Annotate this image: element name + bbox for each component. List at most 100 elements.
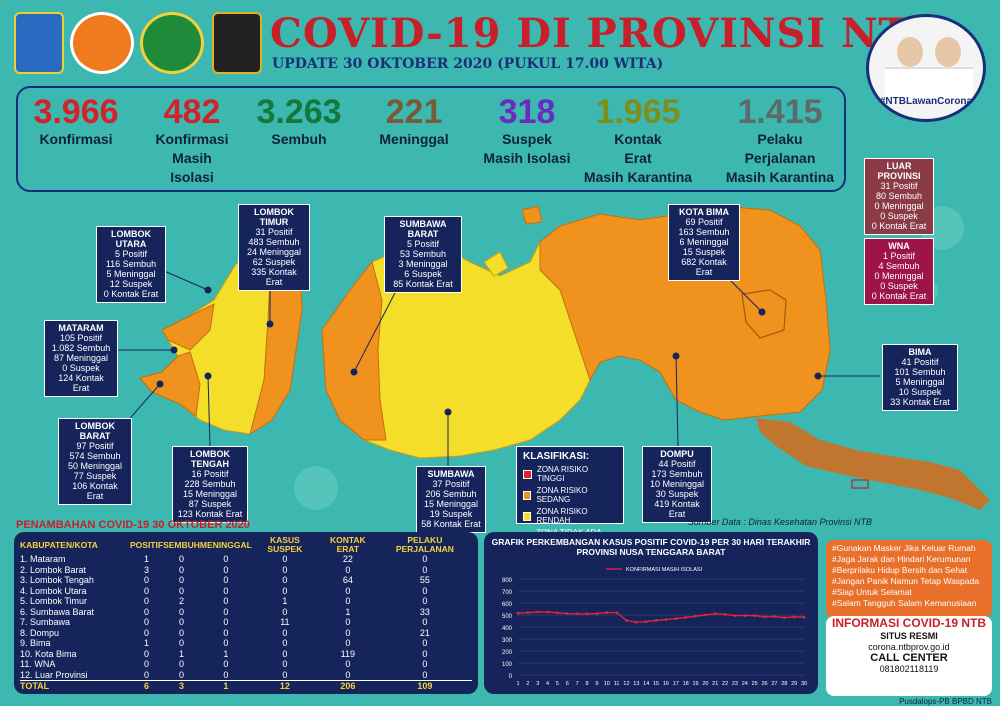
region-stat: 105 Positif <box>59 333 103 343</box>
stat-label: Masih Karantina <box>583 169 693 185</box>
table-cell-region: 3. Lombok Tengah <box>20 575 94 585</box>
table-cell: 0 <box>144 596 150 606</box>
region-stat: 10 Suspek <box>898 387 942 397</box>
stat-number: 3.966 <box>33 93 119 131</box>
situs-link[interactable]: corona.ntbprov.go.id <box>868 642 950 652</box>
column-header: KABUPATEN/KOTA <box>20 539 98 550</box>
x-tick-label: 18 <box>683 681 689 687</box>
y-tick-label: 400 <box>502 626 513 632</box>
table-cell: 1 <box>144 638 150 648</box>
stat-meninggal: 221 Meninggal <box>364 94 464 149</box>
region-stat: 5 Meninggal <box>895 377 945 387</box>
region-stat: 37 Positif <box>432 479 470 489</box>
region-stat: 15 Meninggal <box>423 499 479 509</box>
table-cell: 0 <box>223 554 229 564</box>
x-tick-label: 3 <box>536 681 539 687</box>
bpbd-logo <box>70 12 134 74</box>
table-cell: 21 <box>419 627 430 638</box>
table-row: 9. Bima 1 0 0 0 0 0 <box>20 638 472 649</box>
region-stat: 44 Positif <box>658 459 696 469</box>
table-cell: 0 <box>178 554 184 564</box>
table-cell: 11 <box>280 617 290 627</box>
stat-number: 482 <box>163 93 221 131</box>
table-cell: 0 <box>144 585 150 596</box>
region-stat: 85 Kontak Erat <box>393 279 453 289</box>
x-tick-label: 6 <box>566 681 569 687</box>
table-cell: 0 <box>223 585 229 596</box>
provincial-emblem-logo <box>14 12 64 74</box>
x-tick-label: 14 <box>643 681 649 687</box>
region-stat: 1 Positif <box>882 251 915 261</box>
table-cell: 0 <box>144 627 150 638</box>
table-cell: 0 <box>144 617 150 627</box>
stat-label: Kontak <box>614 131 662 147</box>
table-cell: 0 <box>144 669 150 680</box>
stat-number: 318 <box>498 93 556 131</box>
x-tick-label: 1 <box>516 681 519 687</box>
region-stat: 5 Meninggal <box>106 269 156 279</box>
x-tick-label: 19 <box>692 681 698 687</box>
region-name: SUMBAWA BARAT <box>399 219 447 239</box>
x-tick-label: 24 <box>742 681 748 687</box>
tip-item: #Gunakan Masker Jika Keluar Rumah <box>832 543 976 553</box>
table-cell: 0 <box>178 617 184 627</box>
y-tick-label: 0 <box>509 674 513 680</box>
region-stat: 33 Kontak Erat <box>890 397 950 407</box>
tip-item: #Jaga Jarak dan Hindari Kerumunan <box>832 554 971 564</box>
region-name: DOMPU <box>660 449 694 459</box>
data-point <box>694 614 697 618</box>
stat-label: Sembuh <box>271 131 327 147</box>
table-total-row: TOTAL 6 3 1 12 206 109 <box>20 680 472 692</box>
data-point <box>703 613 707 617</box>
table-row: 11. WNA 0 0 0 0 0 0 <box>20 659 472 670</box>
x-tick-label: 15 <box>653 681 659 687</box>
region-stat: 4 Sembuh <box>878 261 920 271</box>
region-name: BIMA <box>908 347 932 357</box>
data-point <box>575 612 579 616</box>
daily-additions-table: KABUPATEN/KOTA POSITIF SEMBUH MENINGGAL … <box>14 532 478 694</box>
table-cell-region: 5. Lombok Timur <box>20 596 88 606</box>
region-stat: 50 Meninggal <box>67 461 123 471</box>
data-source: Sumber Data : Dinas Kesehatan Provinsi N… <box>687 517 872 527</box>
x-tick-label: 16 <box>663 681 669 687</box>
table-cell-region: 2. Lombok Barat <box>20 564 87 575</box>
table-cell: 0 <box>223 575 229 585</box>
small-island <box>521 205 543 225</box>
region-stat: 0 Meninggal <box>874 201 924 211</box>
x-tick-label: 7 <box>576 681 579 687</box>
region-stat: 5 Positif <box>406 239 439 249</box>
region-box-sumbawa: SUMBAWA 37 Positif 206 Sembuh 15 Meningg… <box>416 466 486 533</box>
table-cell-region: 6. Sumbawa Barat <box>20 606 95 617</box>
stat-number: 221 <box>385 93 443 131</box>
stat-number: 1.415 <box>737 93 823 131</box>
call-center-number[interactable]: 081802118119 <box>879 664 939 674</box>
stat-label: Suspek <box>502 131 552 147</box>
x-tick-label: 22 <box>722 681 728 687</box>
table-cell: 0 <box>223 669 229 680</box>
region-stat: 31 Positif <box>880 181 918 191</box>
region-box-lombok-timur: LOMBOK TIMUR 31 Positif 483 Sembuh 24 Me… <box>238 204 310 291</box>
region-box-lombok-tengah: LOMBOK TENGAH 16 Positif 228 Sembuh 15 M… <box>172 446 248 523</box>
data-point <box>516 611 520 615</box>
table-total-cell: 206 <box>317 680 378 692</box>
table-cell: 0 <box>144 648 150 659</box>
region-name: LOMBOK UTARA <box>111 229 151 249</box>
legend-item: ZONA RISIKO RENDAH <box>523 507 617 525</box>
lombok-barat-region <box>139 351 201 417</box>
data-point <box>723 613 727 616</box>
table-cell: 0 <box>422 669 428 680</box>
region-box-sumbawa-barat: SUMBAWA BARAT 5 Positif 53 Sembuh 3 Meni… <box>384 216 462 293</box>
table-cell: 0 <box>282 585 288 596</box>
data-point <box>753 614 757 617</box>
table-cell: 1 <box>223 648 229 659</box>
table-cell: 0 <box>422 659 428 669</box>
x-tick-label: 13 <box>633 681 639 687</box>
legend-title: KLASIFIKASI: <box>523 451 590 462</box>
x-tick-label: 17 <box>673 681 679 687</box>
region-stat: 97 Positif <box>76 441 114 451</box>
y-tick-label: 700 <box>502 590 513 596</box>
table-cell-region: 10. Kota Bima <box>20 648 77 659</box>
region-stat: 123 Kontak Erat <box>177 509 243 519</box>
region-stat: 30 Suspek <box>655 489 699 499</box>
table-cell: 0 <box>223 596 229 606</box>
